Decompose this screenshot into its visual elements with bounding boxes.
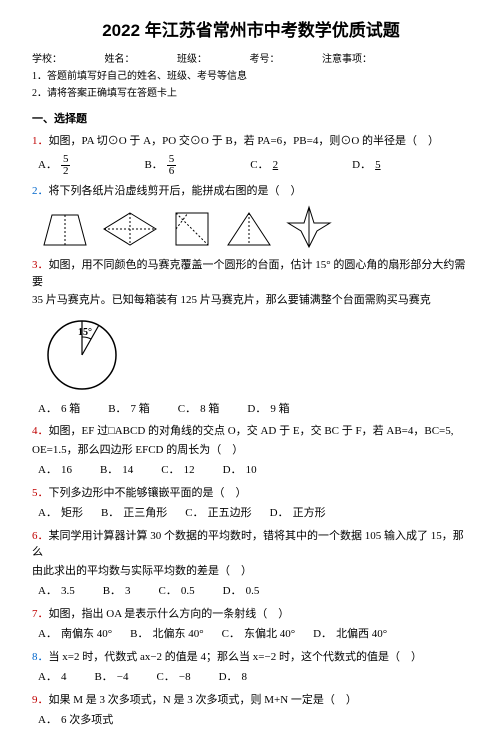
q6-text1: 某同学用计算器计算 30 个数据的平均数时，错将其中的一个数据 105 输入成了…: [32, 530, 464, 559]
q6-opt-b: B．3: [103, 583, 131, 600]
angle-label: 15°: [78, 327, 92, 338]
q6-opt-a: A．3.5: [38, 583, 75, 600]
q5-opt-d: D．正方形: [270, 505, 326, 522]
q8-opt-b: B．−4: [94, 669, 128, 686]
q6-opt-c: C．0.5: [159, 583, 195, 600]
q9-number: 9．: [32, 694, 49, 706]
q8-opt-c: C．−8: [157, 669, 191, 686]
q9-options: A．6 次多项式: [38, 712, 470, 729]
q7-opt-c: C．东偏北 40°: [222, 626, 296, 643]
field-notice: 注意事项：: [322, 54, 372, 65]
shape-triangle-dashed: [224, 209, 274, 249]
q7-number: 7．: [32, 608, 49, 620]
shape-square-dashed: [170, 209, 214, 249]
q6-opt-d: D．0.5: [223, 583, 260, 600]
q3-figure: 15°: [42, 315, 470, 395]
shape-star-result: [284, 205, 334, 249]
q6-text2: 由此求出的平均数与实际平均数的差是（ ）: [32, 563, 470, 580]
q8-text: 当 x=2 时，代数式 ax−2 的值是 4；那么当 x=−2 时，这个代数式的…: [49, 651, 422, 663]
question-9: 9．如果 M 是 3 次多项式，N 是 3 次多项式，则 M+N 一定是（ ）: [32, 692, 470, 709]
q3-opt-d: D．9 箱: [247, 401, 289, 418]
q8-opt-a: A．4: [38, 669, 66, 686]
q7-options: A．南偏东 40° B．北偏东 40° C．东偏北 40° D．北偏西 40°: [38, 626, 470, 643]
q3-opt-a: A．6 箱: [38, 401, 80, 418]
q4-opt-c: C．12: [161, 462, 194, 479]
field-id: 考号：: [250, 54, 280, 65]
q4-opt-b: B．14: [100, 462, 133, 479]
field-school: 学校：: [32, 54, 62, 65]
q1-options: A．52 B．56 C．2 D．5: [38, 154, 470, 177]
q7-opt-a: A．南偏东 40°: [38, 626, 112, 643]
q7-text: 如图，指出 OA 是表示什么方向的一条射线（ ）: [49, 608, 290, 620]
q3-number: 3．: [32, 259, 49, 271]
q4-text2: OE=1.5，那么四边形 EFCD 的周长为（ ）: [32, 442, 470, 459]
q1-opt-d: D．5: [352, 157, 380, 174]
q2-text: 将下列各纸片沿虚线剪开后，能拼成右图的是（ ）: [49, 185, 302, 197]
q4-opt-a: A．16: [38, 462, 72, 479]
q1-opt-a: A．52: [38, 154, 70, 177]
q3-text1: 如图，用不同颜色的马赛克覆盖一个圆形的台面，估计 15° 的圆心角的扇形部分大约…: [32, 259, 465, 288]
question-1: 1．如图，PA 切⊙O 于 A，PO 交⊙O 于 B，若 PA=6，PB=4，则…: [32, 133, 470, 150]
q2-shapes: [40, 205, 470, 249]
q5-opt-a: A．矩形: [38, 505, 83, 522]
question-4: 4．如图，EF 过□ABCD 的对角线的交点 O，交 AD 于 E，交 BC 于…: [32, 423, 470, 440]
q6-number: 6．: [32, 530, 49, 542]
question-6: 6．某同学用计算器计算 30 个数据的平均数时，错将其中的一个数据 105 输入…: [32, 528, 470, 561]
q9-opt-a: A．6 次多项式: [38, 712, 113, 729]
q4-opt-d: D．10: [223, 462, 257, 479]
q5-opt-c: C．正五边形: [185, 505, 251, 522]
q5-options: A．矩形 B．正三角形 C．正五边形 D．正方形: [38, 505, 470, 522]
question-8: 8．当 x=2 时，代数式 ax−2 的值是 4；那么当 x=−2 时，这个代数…: [32, 649, 470, 666]
q3-text2: 35 片马赛克片。已知每箱装有 125 片马赛克片，那么要铺满整个台面需购买马赛…: [32, 292, 470, 309]
field-class: 班级：: [177, 54, 207, 65]
q8-number: 8．: [32, 651, 49, 663]
q7-opt-d: D．北偏西 40°: [313, 626, 387, 643]
q7-opt-b: B．北偏东 40°: [130, 626, 204, 643]
question-5: 5．下列多边形中不能够镶嵌平面的是（ ）: [32, 485, 470, 502]
q5-number: 5．: [32, 487, 49, 499]
rule-2: 2．请将答案正确填写在答题卡上: [32, 86, 470, 101]
header-fields: 学校： 姓名： 班级： 考号： 注意事项：: [32, 52, 470, 67]
question-3: 3．如图，用不同颜色的马赛克覆盖一个圆形的台面，估计 15° 的圆心角的扇形部分…: [32, 257, 470, 290]
q1-opt-b: B．56: [144, 154, 176, 177]
q8-opt-d: D．8: [219, 669, 247, 686]
q4-text1: 如图，EF 过□ABCD 的对角线的交点 O，交 AD 于 E，交 BC 于 F…: [49, 425, 454, 437]
q3-opt-b: B．7 箱: [108, 401, 150, 418]
q4-number: 4．: [32, 425, 49, 437]
question-7: 7．如图，指出 OA 是表示什么方向的一条射线（ ）: [32, 606, 470, 623]
q8-options: A．4 B．−4 C．−8 D．8: [38, 669, 470, 686]
q2-number: 2．: [32, 185, 49, 197]
q5-text: 下列多边形中不能够镶嵌平面的是（ ）: [49, 487, 247, 499]
q4-options: A．16 B．14 C．12 D．10: [38, 462, 470, 479]
rule-1: 1．答题前填写好自己的姓名、班级、考号等信息: [32, 69, 470, 84]
exam-page: 2022 年江苏省常州市中考数学优质试题 学校： 姓名： 班级： 考号： 注意事…: [0, 0, 502, 755]
q3-opt-c: C．8 箱: [178, 401, 220, 418]
question-2: 2．将下列各纸片沿虚线剪开后，能拼成右图的是（ ）: [32, 183, 470, 200]
section-1-title: 一、选择题: [32, 111, 470, 128]
q1-number: 1．: [32, 135, 49, 147]
page-title: 2022 年江苏省常州市中考数学优质试题: [32, 18, 470, 44]
shape-rhombus-dashed: [100, 209, 160, 249]
field-name: 姓名：: [105, 54, 135, 65]
q6-options: A．3.5 B．3 C．0.5 D．0.5: [38, 583, 470, 600]
q3-options: A．6 箱 B．7 箱 C．8 箱 D．9 箱: [38, 401, 470, 418]
q5-opt-b: B．正三角形: [101, 505, 167, 522]
q1-opt-c: C．2: [250, 157, 278, 174]
q9-text: 如果 M 是 3 次多项式，N 是 3 次多项式，则 M+N 一定是（ ）: [49, 694, 357, 706]
shape-trapezoid-dashed: [40, 209, 90, 249]
q1-text: 如图，PA 切⊙O 于 A，PO 交⊙O 于 B，若 PA=6，PB=4，则⊙O…: [49, 135, 440, 147]
